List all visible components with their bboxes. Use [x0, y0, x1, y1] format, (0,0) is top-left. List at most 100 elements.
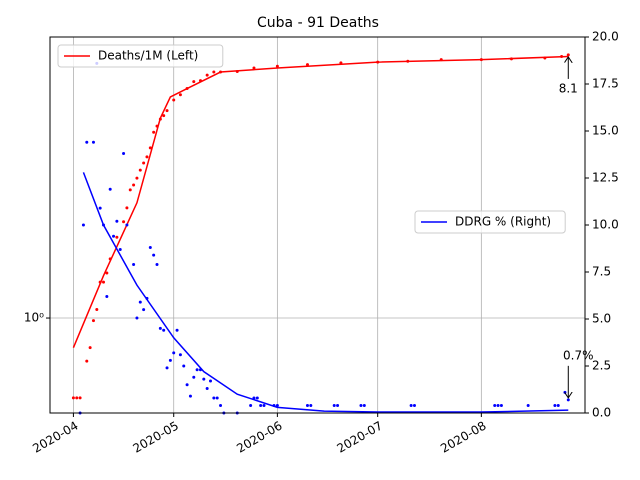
data-point [205, 73, 209, 77]
data-point [493, 403, 497, 407]
y2-tick-label: 2.5 [592, 359, 611, 373]
data-point [275, 403, 279, 407]
data-point [105, 271, 109, 275]
data-point [359, 403, 363, 407]
data-point [102, 280, 105, 284]
data-point [172, 351, 176, 355]
data-point [98, 206, 102, 210]
y2-tick-label: 5.0 [592, 312, 611, 326]
data-point [112, 234, 116, 238]
data-point [175, 328, 179, 332]
data-point [165, 109, 169, 113]
data-point [185, 383, 189, 387]
plot-frame [49, 36, 586, 414]
data-point [362, 403, 366, 407]
data-point [188, 394, 192, 398]
data-point [219, 403, 223, 407]
legend: Deaths/1M (Left) [57, 44, 224, 68]
data-point [108, 187, 112, 191]
data-point [309, 403, 313, 407]
data-point [499, 403, 503, 407]
data-point [148, 146, 152, 150]
data-point [192, 80, 196, 84]
data-point [209, 379, 212, 383]
data-point [81, 223, 85, 227]
y2-tick-label: 20.0 [592, 30, 619, 44]
data-point [88, 346, 92, 350]
data-point [95, 308, 99, 312]
data-point [162, 114, 166, 118]
data-point [178, 353, 182, 357]
data-point [122, 152, 126, 156]
data-point [71, 396, 75, 400]
data-point [409, 403, 413, 407]
data-point [178, 93, 182, 97]
data-point [556, 403, 560, 407]
data-point [125, 223, 129, 227]
data-point [105, 294, 109, 298]
data-point [172, 98, 176, 102]
data-point [142, 308, 146, 312]
series-line [72, 55, 569, 348]
legend-label: DDRG % (Right) [455, 215, 551, 229]
data-point [563, 390, 567, 394]
legend-box [57, 44, 224, 68]
y2-tick-label: 17.5 [592, 77, 619, 91]
data-point [138, 168, 142, 172]
y2-tick-label: 7.5 [592, 265, 611, 279]
data-point [132, 183, 136, 187]
chart-title: Cuba - 91 Deaths [257, 15, 379, 31]
data-point [135, 176, 139, 180]
data-point [566, 53, 570, 57]
data-point [526, 403, 530, 407]
data-point [496, 403, 500, 407]
data-point [138, 300, 142, 304]
y2-tick-label: 10.0 [592, 218, 619, 232]
data-point [332, 403, 336, 407]
annotation: 0.7% [563, 348, 594, 362]
data-point [202, 377, 206, 381]
y2-tick-label: 12.5 [592, 171, 619, 185]
data-point [336, 403, 340, 407]
series-line [82, 172, 569, 413]
legend: DDRG % (Right) [414, 210, 566, 234]
data-point [412, 403, 416, 407]
data-point [135, 316, 139, 320]
data-point [155, 262, 159, 266]
data-point [75, 396, 79, 400]
data-point [162, 328, 166, 332]
data-point [215, 396, 219, 400]
data-point [91, 140, 95, 144]
data-point [125, 206, 129, 210]
data-point [212, 70, 216, 74]
data-point [249, 403, 253, 407]
data-point [158, 326, 162, 330]
legend-box [414, 210, 566, 234]
data-point [118, 247, 122, 251]
data-point [165, 366, 169, 370]
data-point [259, 403, 263, 407]
data-point [566, 398, 570, 402]
y-tick-label: 10⁰ [24, 311, 44, 325]
data-point [192, 375, 196, 379]
data-point [152, 253, 156, 257]
data-point [85, 359, 89, 363]
annotation: 8.1 [559, 81, 578, 95]
data-point [305, 63, 309, 67]
data-point [275, 64, 279, 68]
y2-tick-label: 0.0 [592, 406, 611, 420]
data-point [168, 358, 172, 362]
data-point [205, 387, 209, 391]
y2-tick-label: 15.0 [592, 124, 619, 138]
legend-label: Deaths/1M (Left) [98, 49, 198, 63]
data-point [142, 161, 146, 165]
data-point [115, 235, 119, 239]
data-point [148, 246, 152, 250]
data-point [212, 396, 216, 400]
data-point [305, 403, 309, 407]
data-point [182, 364, 186, 368]
data-point [85, 140, 89, 144]
data-point [122, 220, 126, 224]
